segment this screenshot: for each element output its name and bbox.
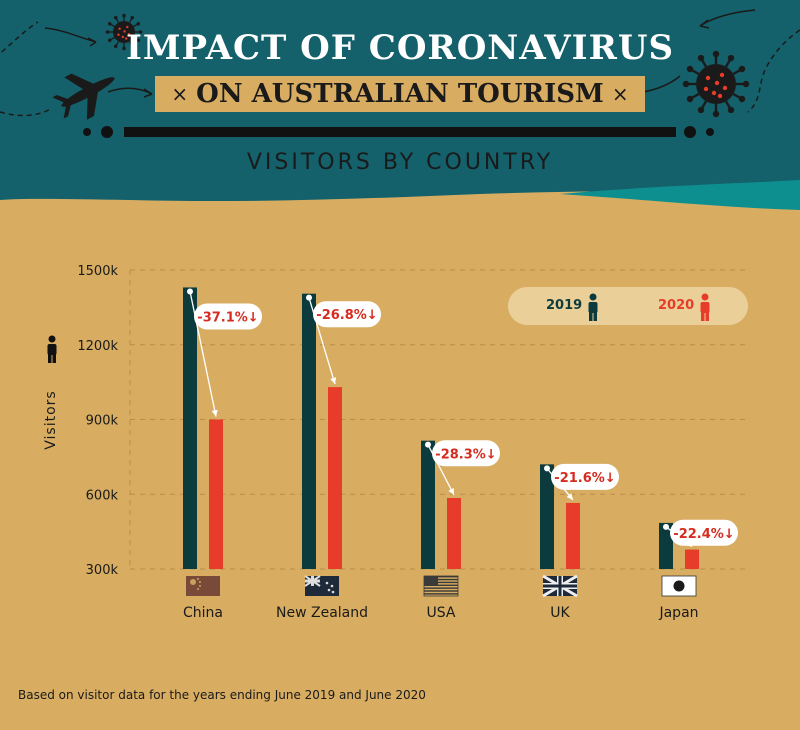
svg-text:-21.6%↓: -21.6%↓	[554, 471, 615, 486]
category-label: Japan	[658, 605, 698, 621]
bar-2019-usa	[421, 440, 435, 569]
category-label: China	[183, 605, 223, 621]
page-title-line2: ON AUSTRALIAN TOURISM	[196, 79, 604, 109]
svg-text:-37.1%↓: -37.1%↓	[197, 310, 258, 325]
y-tick-label: 900k	[86, 414, 119, 429]
bar-2019-new-zealand	[302, 293, 316, 569]
svg-text:-22.4%↓: -22.4%↓	[673, 527, 734, 542]
bar-2019-japan	[659, 522, 673, 569]
chart-legend: 2019 2020	[508, 287, 748, 325]
svg-text:-26.8%↓: -26.8%↓	[316, 308, 377, 323]
usa-flag	[423, 575, 459, 597]
title-underline-decoration	[83, 126, 714, 138]
virus-icon	[682, 50, 750, 118]
change-label: -28.3%↓	[432, 440, 500, 467]
page-title: IMPACT OF CORONAVIRUS	[125, 28, 675, 68]
chart-change-annotations: -37.1%↓ -26.8%↓ -28.3%↓ -21.6%↓ -22.4%↓	[187, 288, 738, 548]
chart-y-axis: 300k 600k 900k 1200k 1500k	[77, 264, 131, 578]
title-band: × ON AUSTRALIAN TOURISM ×	[155, 76, 645, 112]
y-tick-label: 1200k	[77, 339, 118, 354]
virus-icon	[105, 13, 143, 51]
band-left-mark: ×	[171, 82, 189, 106]
y-tick-label: 1500k	[77, 264, 118, 279]
bar-2020-new-zealand	[328, 387, 342, 569]
bar-2020-usa	[447, 497, 461, 569]
chart-bars	[183, 287, 699, 569]
airplane-icon	[52, 73, 115, 120]
bar-2019-uk	[540, 464, 554, 569]
category-label: New Zealand	[276, 605, 368, 621]
chart-category-labels: China New Zealand USA UK Japan	[183, 605, 699, 621]
chart-flags	[186, 574, 697, 598]
japan-flag	[661, 575, 697, 597]
bar-2020-china	[209, 419, 223, 569]
bar-2020-uk	[566, 502, 580, 569]
category-label: USA	[427, 605, 456, 621]
bar-2020-japan	[685, 549, 699, 569]
header-accent-wave	[560, 180, 800, 210]
change-label: -26.8%↓	[313, 301, 381, 328]
bar-2019-china	[183, 287, 197, 569]
category-label: UK	[550, 605, 570, 621]
legend-label-2019: 2019	[546, 298, 583, 313]
band-right-mark: ×	[611, 82, 629, 106]
legend-label-2020: 2020	[658, 298, 695, 313]
change-label: -22.4%↓	[670, 519, 738, 546]
y-tick-label: 300k	[86, 563, 119, 578]
china-flag	[186, 576, 220, 596]
change-label: -21.6%↓	[551, 463, 619, 490]
y-tick-label: 600k	[86, 488, 119, 503]
person-icon	[47, 335, 57, 363]
uk-flag	[542, 574, 578, 598]
new-zealand-flag	[304, 575, 339, 596]
person-icon	[700, 293, 710, 321]
change-label: -37.1%↓	[194, 303, 262, 330]
svg-text:-28.3%↓: -28.3%↓	[435, 447, 496, 462]
person-icon	[588, 293, 598, 321]
chart-title: VISITORS BY COUNTRY	[246, 150, 554, 175]
y-axis-title: Visitors	[43, 390, 59, 450]
change-arrow	[187, 288, 218, 417]
footnote: Based on visitor data for the years endi…	[18, 688, 426, 702]
chart-gridlines	[130, 269, 750, 570]
